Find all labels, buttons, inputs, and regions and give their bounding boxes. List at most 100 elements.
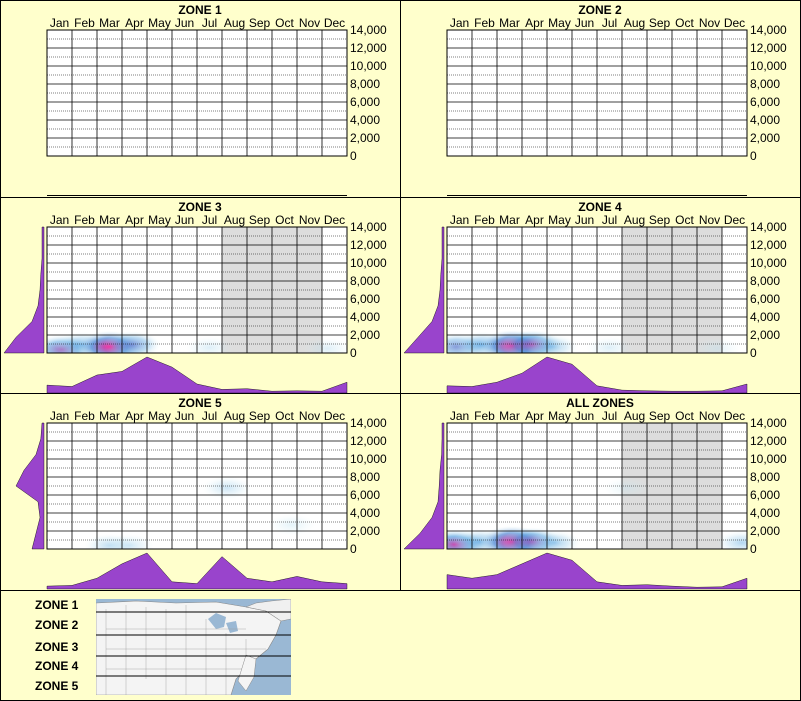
us-zone-map xyxy=(96,599,291,695)
month-label: Nov xyxy=(699,213,720,227)
heat-hotspot xyxy=(185,336,234,353)
y-tick-label: 12,000 xyxy=(350,41,387,55)
month-label: Jul xyxy=(602,16,617,30)
zone-panel-6: ALL ZONES Jan Feb Mar Apr May Jun Jul Aug Sep Oct N… xyxy=(403,396,787,590)
month-label: Mar xyxy=(499,213,520,227)
y-tick-label: 4,000 xyxy=(350,310,380,324)
legend-zone-3-label: ZONE 3 xyxy=(35,640,79,654)
month-label: Jul xyxy=(202,213,217,227)
month-label: Sep xyxy=(649,213,671,227)
y-tick-label: 0 xyxy=(750,149,757,163)
month-label: May xyxy=(548,16,571,30)
month-label: Dec xyxy=(724,213,745,227)
month-label: Mar xyxy=(99,409,120,423)
panel-title: ZONE 4 xyxy=(578,200,622,214)
month-label: Sep xyxy=(649,409,671,423)
panel-title: ZONE 5 xyxy=(178,396,222,410)
y-tick-label: 14,000 xyxy=(350,23,387,37)
month-label: Mar xyxy=(499,409,520,423)
shade-month xyxy=(222,227,247,353)
heat-hotspot xyxy=(268,514,316,536)
month-label: Aug xyxy=(624,213,645,227)
month-label: Mar xyxy=(99,16,120,30)
y-tick-label: 4,000 xyxy=(750,113,780,127)
y-tick-label: 14,000 xyxy=(750,23,787,37)
month-label: Apr xyxy=(525,213,544,227)
month-label: Dec xyxy=(324,16,345,30)
month-label: Jan xyxy=(450,213,469,227)
y-tick-label: 0 xyxy=(750,346,757,360)
month-label: Jan xyxy=(450,409,469,423)
month-label: Feb xyxy=(474,409,495,423)
plot-border xyxy=(446,226,748,354)
zone-panel-2: ZONE 2 Jan Feb Mar Apr May Jun Jul Aug Sep Oct Nov D… xyxy=(446,3,787,196)
y-tick-label: 0 xyxy=(350,346,357,360)
month-label: Dec xyxy=(324,213,345,227)
legend-zone-4-label: ZONE 4 xyxy=(35,659,79,673)
panel-title: ALL ZONES xyxy=(566,396,634,410)
month-label: Feb xyxy=(74,409,95,423)
month-label: Aug xyxy=(224,16,245,30)
month-label: Sep xyxy=(249,409,271,423)
y-tick-label: 10,000 xyxy=(350,452,387,466)
panel-title: ZONE 3 xyxy=(178,200,222,214)
legend-zone-1-label: ZONE 1 xyxy=(35,598,79,612)
y-tick-label: 2,000 xyxy=(750,328,780,342)
month-label: Feb xyxy=(474,16,495,30)
y-tick-label: 12,000 xyxy=(750,434,787,448)
y-tick-label: 12,000 xyxy=(350,434,387,448)
month-label: Jul xyxy=(602,213,617,227)
zone-panel-3: ZONE 3 Jan Feb Mar Apr May Jun Jul Aug Sep Oct Nov D… xyxy=(3,200,387,394)
month-label: Mar xyxy=(99,213,120,227)
y-tick-label: 0 xyxy=(750,542,757,556)
month-label: Aug xyxy=(624,16,645,30)
y-tick-label: 10,000 xyxy=(750,452,787,466)
legend-zone-5-label: ZONE 5 xyxy=(35,679,79,693)
month-label: May xyxy=(548,409,571,423)
month-label: Feb xyxy=(74,16,95,30)
y-tick-label: 10,000 xyxy=(750,59,787,73)
y-tick-label: 8,000 xyxy=(350,77,380,91)
y-tick-label: 14,000 xyxy=(350,220,387,234)
heat-hotspot xyxy=(585,336,634,353)
map-great-lakes xyxy=(208,613,238,633)
y-tick-label: 2,000 xyxy=(750,131,780,145)
y-tick-label: 8,000 xyxy=(350,470,380,484)
y-tick-label: 8,000 xyxy=(750,274,780,288)
month-label: Jul xyxy=(202,16,217,30)
month-label: Nov xyxy=(299,16,320,30)
elevation-distribution xyxy=(403,226,445,354)
month-label: Jun xyxy=(575,16,594,30)
y-tick-label: 2,000 xyxy=(350,328,380,342)
month-label: Nov xyxy=(299,213,320,227)
month-label: Nov xyxy=(299,409,320,423)
month-label: Oct xyxy=(675,213,694,227)
shade-month xyxy=(672,423,697,549)
plot-border xyxy=(46,422,348,550)
y-tick-label: 0 xyxy=(350,149,357,163)
legend-zone-2-label: ZONE 2 xyxy=(35,618,79,632)
heat-layer xyxy=(447,329,741,353)
y-tick-label: 10,000 xyxy=(350,256,387,270)
y-tick-label: 10,000 xyxy=(350,59,387,73)
month-label: Jan xyxy=(50,213,69,227)
y-tick-label: 4,000 xyxy=(350,506,380,520)
month-label: Oct xyxy=(675,409,694,423)
month-label: May xyxy=(148,16,171,30)
month-label: Oct xyxy=(275,213,294,227)
month-label: Nov xyxy=(699,409,720,423)
month-label: Apr xyxy=(525,409,544,423)
month-label: Sep xyxy=(649,16,671,30)
y-tick-label: 4,000 xyxy=(750,506,780,520)
month-label: Sep xyxy=(249,16,271,30)
plot-border xyxy=(446,422,748,550)
heat-hotspot xyxy=(528,530,581,549)
heat-hotspot xyxy=(202,476,252,499)
month-label: Apr xyxy=(525,16,544,30)
heat-hotspot xyxy=(103,331,161,353)
month-label: May xyxy=(148,213,171,227)
month-label: Dec xyxy=(724,409,745,423)
y-tick-label: 14,000 xyxy=(350,416,387,430)
plot-border xyxy=(46,29,348,157)
